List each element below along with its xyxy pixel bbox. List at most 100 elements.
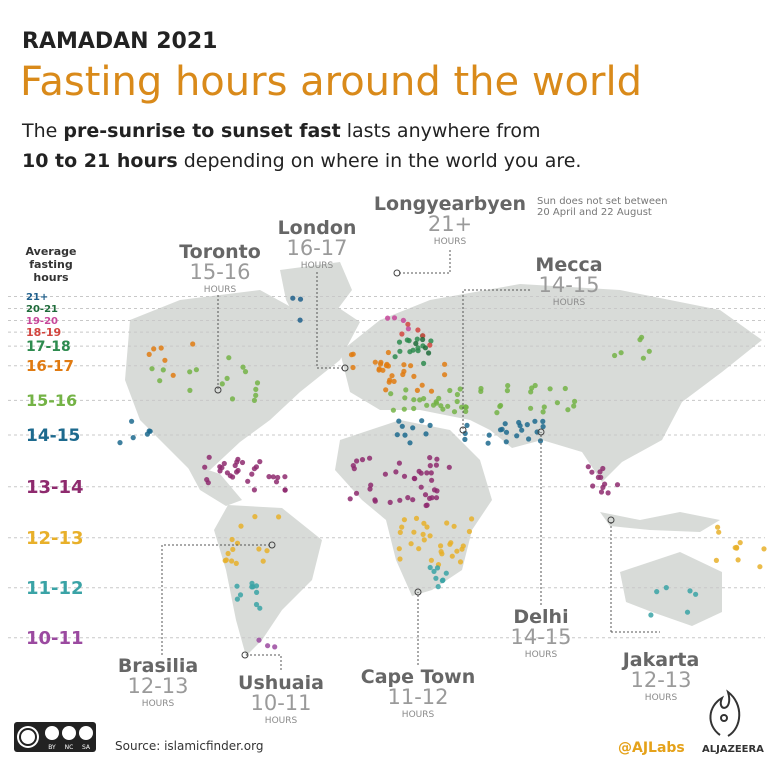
city-dot (451, 409, 458, 415)
city-dot (505, 383, 511, 389)
city-dot (350, 351, 356, 357)
city-dot (411, 475, 417, 481)
city-dot (397, 497, 403, 503)
city-dot (249, 584, 255, 590)
city-dot (429, 477, 435, 483)
city-hours: 15-16 (189, 260, 250, 284)
title: Fasting hours around the world (20, 59, 642, 105)
city-dot (187, 369, 193, 375)
city-dot (253, 392, 259, 398)
city-dot (420, 336, 426, 343)
city-dot (385, 349, 391, 356)
city-dot (270, 474, 276, 480)
city-dot (387, 377, 393, 383)
city-dot (260, 558, 266, 564)
land (185, 462, 242, 506)
city-unit: HOURS (142, 699, 175, 709)
city-hours: 10-11 (250, 691, 311, 715)
city-dot (442, 361, 448, 367)
city-dot (229, 558, 235, 564)
city-dot (427, 342, 433, 348)
city-dot (562, 385, 568, 392)
city-dot (411, 529, 417, 535)
city-dot (396, 339, 403, 345)
city-dot (242, 369, 249, 375)
city-dot (237, 592, 244, 598)
city-dot (418, 484, 424, 490)
city-dot (367, 486, 373, 492)
legend-title: Average (26, 245, 77, 258)
city-dot (193, 367, 199, 373)
city-dot (368, 482, 374, 488)
city-dot (410, 347, 416, 353)
city-dot (273, 479, 280, 485)
city-dot (457, 386, 463, 392)
city-dot (445, 403, 451, 409)
legend-label: 18-19 (26, 326, 61, 339)
city-dot (383, 387, 389, 393)
city-dot (401, 406, 407, 412)
license-badge: BY NC SA (14, 722, 96, 752)
city-dot (436, 395, 442, 401)
city-dot (528, 405, 534, 411)
city-dot (130, 435, 136, 441)
leader-line (462, 289, 530, 430)
city-dot (396, 460, 402, 466)
city-dot (272, 644, 278, 650)
city-dot (540, 424, 546, 430)
city-dot (396, 546, 402, 552)
subtitle-part: The (21, 120, 63, 142)
city-dot (663, 585, 669, 591)
city-marker (241, 651, 249, 659)
city-dot (290, 295, 296, 301)
city-dot (444, 520, 450, 526)
city-dot (221, 460, 227, 467)
city-name: Ushuaia (238, 672, 324, 694)
land (600, 512, 720, 532)
city-dot (585, 464, 591, 470)
city-dot (503, 439, 509, 445)
city-dot (405, 321, 411, 327)
city-name: Longyearbyen (374, 193, 526, 215)
city-dot (600, 465, 606, 472)
city-dot (497, 403, 503, 409)
city-dot (162, 357, 168, 363)
city-dot (397, 556, 403, 562)
subtitle: The pre-sunrise to sunset fast lasts any… (21, 120, 540, 142)
city-dot (430, 402, 437, 408)
city-dot (737, 540, 743, 546)
city-dot (648, 612, 654, 618)
city-dot (414, 336, 420, 342)
city-dot (540, 418, 546, 424)
city-dot (387, 499, 393, 505)
city-dot (372, 498, 378, 504)
city-dot (254, 380, 261, 386)
city-dot (367, 455, 373, 461)
city-dot (514, 433, 520, 439)
city-dot (454, 398, 460, 405)
city-dot (469, 516, 475, 522)
legend-label: 15-16 (26, 391, 77, 410)
city-dot (256, 637, 262, 643)
city-dot (129, 418, 135, 424)
city-dot (117, 440, 123, 446)
city-dot (234, 596, 240, 602)
city-dot (151, 346, 157, 352)
legend-label: 11-12 (26, 578, 84, 599)
city-dot (405, 326, 411, 332)
license-term: SA (82, 744, 91, 751)
city-dot (426, 350, 432, 356)
city-dot (251, 397, 257, 403)
city-dot (402, 432, 408, 438)
city-dot (264, 548, 270, 554)
legend-label: 21+ (26, 292, 48, 303)
city-dot (421, 520, 427, 526)
city-dot (410, 425, 416, 431)
city-dot (529, 385, 535, 391)
city-dot (654, 589, 660, 595)
city-dot (424, 524, 430, 530)
city-dot (219, 381, 225, 387)
city-dot (486, 432, 492, 438)
city-marker (414, 588, 422, 596)
city-dot (229, 536, 235, 543)
